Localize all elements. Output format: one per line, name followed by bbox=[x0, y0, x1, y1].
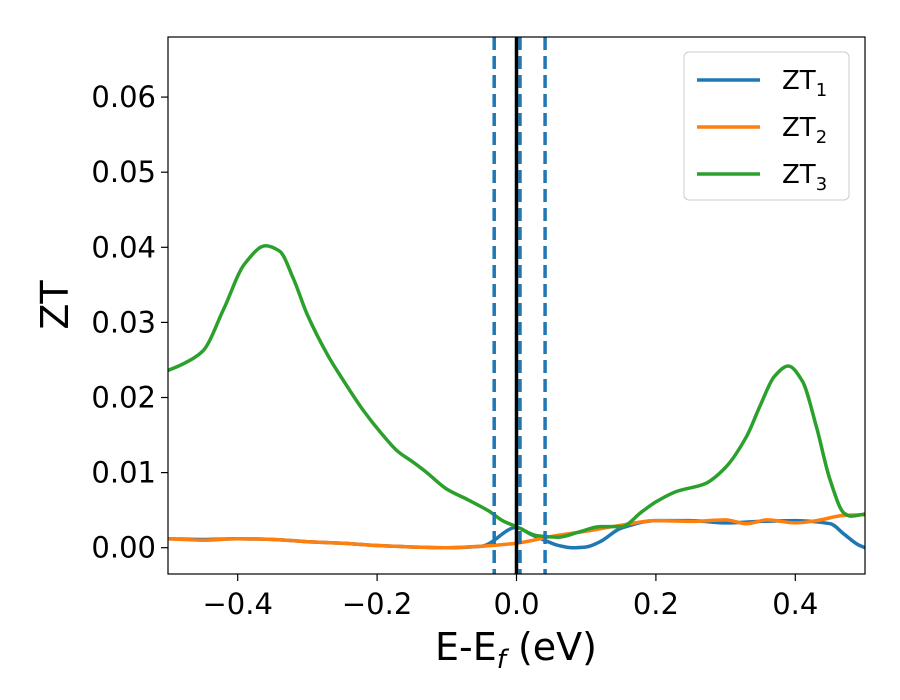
y-tick-label: 0.04 bbox=[91, 230, 156, 264]
legend-label-zt1: ZT1 bbox=[782, 66, 827, 101]
x-axis-title: E-Ef (eV) bbox=[435, 625, 597, 675]
x-tick-label: 0.2 bbox=[633, 587, 679, 621]
legend-label-main: ZT bbox=[782, 160, 816, 190]
x-tick-label: −0.4 bbox=[202, 587, 272, 621]
y-tick-label: 0.02 bbox=[91, 381, 156, 415]
legend-label-subscript: 2 bbox=[816, 127, 827, 148]
y-axis-title: ZT bbox=[33, 280, 77, 330]
legend-frame bbox=[683, 51, 850, 201]
legend-label-main: ZT bbox=[782, 113, 816, 143]
legend-label-subscript: 1 bbox=[816, 80, 827, 101]
x-axis: −0.4 −0.2 0.0 0.2 0.4 bbox=[202, 574, 818, 621]
reference-lines bbox=[492, 37, 547, 574]
x-axis-title-unit: (eV) bbox=[506, 625, 597, 669]
legend-label-zt3: ZT3 bbox=[782, 160, 827, 195]
y-axis: 0.00 0.01 0.02 0.03 0.04 0.05 0.06 bbox=[91, 80, 168, 565]
y-tick-label: 0.03 bbox=[91, 305, 156, 339]
legend-label-zt2: ZT2 bbox=[782, 113, 827, 148]
legend-label-subscript: 3 bbox=[816, 174, 827, 195]
x-tick-label: 0.4 bbox=[772, 587, 818, 621]
y-tick-label: 0.01 bbox=[91, 456, 156, 490]
y-tick-label: 0.05 bbox=[91, 155, 156, 189]
x-axis-title-main: E-E bbox=[435, 625, 497, 669]
y-tick-label: 0.06 bbox=[91, 80, 156, 114]
legend-label-main: ZT bbox=[782, 66, 816, 96]
x-tick-label: 0.0 bbox=[493, 587, 539, 621]
y-tick-label: 0.00 bbox=[91, 531, 156, 565]
x-tick-label: −0.2 bbox=[342, 587, 412, 621]
